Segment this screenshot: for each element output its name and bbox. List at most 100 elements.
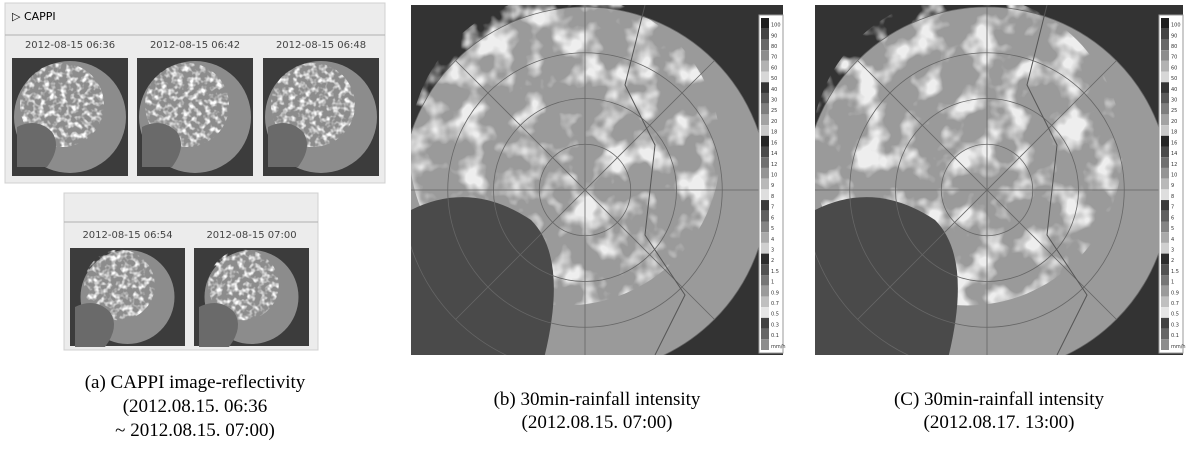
colorbar-label: 10: [1171, 173, 1177, 179]
colorbar-step: [1161, 339, 1169, 350]
colorbar-label: 90: [771, 33, 777, 39]
colorbar-label: 1: [1171, 280, 1174, 286]
colorbar-label: 50: [771, 76, 777, 82]
colorbar-label: 4: [1171, 237, 1174, 243]
colorbar-label: 16: [771, 140, 777, 146]
colorbar-label: 60: [1171, 65, 1177, 71]
colorbar-label: 100: [771, 23, 781, 29]
colorbar-label: 18: [1171, 130, 1177, 136]
colorbar-step: [761, 18, 769, 29]
colorbar-step: [761, 264, 769, 275]
colorbar-step: [1161, 200, 1169, 211]
colorbar-step: [761, 136, 769, 147]
colorbar-step: [761, 104, 769, 115]
colorbar-label: 9: [771, 183, 774, 189]
colorbar-label: 4: [771, 237, 774, 243]
colorbar-step: [761, 307, 769, 318]
colorbar-label: 16: [1171, 140, 1177, 146]
colorbar-label: 12: [1171, 162, 1177, 168]
colorbar-step: [761, 93, 769, 104]
colorbar-step: [1161, 157, 1169, 168]
colorbar-label: 25: [771, 108, 777, 114]
colorbar-step: [1161, 147, 1169, 158]
colorbar-step: [1161, 61, 1169, 72]
timestamp: 2012-08-15 06:48: [276, 40, 366, 51]
timestamp: 2012-08-15 06:54: [82, 230, 172, 241]
colorbar-label: 70: [1171, 55, 1177, 61]
colorbar-step: [761, 147, 769, 158]
colorbar-label: 0.5: [771, 312, 779, 318]
colorbar-step: [761, 275, 769, 286]
colorbar-step: [761, 339, 769, 350]
colorbar-step: [761, 29, 769, 40]
colorbar-label: 10: [771, 173, 777, 179]
colorbar-step: [1161, 72, 1169, 83]
colorbar-label: 18: [771, 130, 777, 136]
colorbar-step: [1161, 104, 1169, 115]
colorbar-step: [1161, 39, 1169, 50]
caption: (2012.08.17. 13:00): [924, 412, 1075, 433]
figure: ▷ CAPPI 2012-08-15 06:36 2012-08-15 06:42…: [0, 0, 1191, 457]
caption: ~ 2012.08.15. 07:00): [115, 420, 275, 441]
colorbar-step: [1161, 296, 1169, 307]
timestamp: 2012-08-15 06:36: [25, 40, 115, 51]
colorbar-label: 0.1: [771, 333, 779, 339]
colorbar-label: 40: [1171, 87, 1177, 93]
colorbar-step: [761, 296, 769, 307]
colorbar-step: [1161, 264, 1169, 275]
colorbar-label: 100: [1171, 23, 1181, 29]
colorbar-label: 7: [1171, 205, 1174, 211]
colorbar-label: 3: [1171, 247, 1174, 253]
colorbar-label: 80: [771, 44, 777, 50]
colorbar-label: 6: [771, 215, 774, 221]
colorbar-label: 40: [771, 87, 777, 93]
colorbar-step: [761, 72, 769, 83]
colorbar-step: [1161, 211, 1169, 222]
colorbar-step: [761, 318, 769, 329]
colorbar-label: 14: [1171, 151, 1177, 157]
colorbar-label: 0.9: [771, 290, 779, 296]
colorbar-step: [761, 286, 769, 297]
colorbar-label: 0.1: [1171, 333, 1179, 339]
colorbar-step: [761, 157, 769, 168]
colorbar-label: 8: [771, 194, 774, 200]
colorbar-label: 2: [771, 258, 774, 264]
colorbar-step: [1161, 286, 1169, 297]
colorbar-label: 0.3: [1171, 322, 1179, 328]
colorbar-step: [1161, 18, 1169, 29]
colorbar-label: 8: [1171, 194, 1174, 200]
colorbar-step: [761, 329, 769, 340]
caption: (2012.08.15. 06:36: [123, 396, 268, 417]
colorbar-step: [1161, 29, 1169, 40]
colorbar-label: 5: [771, 226, 774, 232]
colorbar-step: [761, 39, 769, 50]
colorbar-step: [761, 189, 769, 200]
colorbar-label: 1: [771, 280, 774, 286]
caption: (b) 30min-rainfall intensity: [494, 389, 701, 410]
colorbar-step: [1161, 93, 1169, 104]
colorbar-step: [761, 254, 769, 265]
colorbar-label: 90: [1171, 33, 1177, 39]
colorbar-step: [1161, 189, 1169, 200]
colorbar-step: [1161, 50, 1169, 61]
colorbar-step: [1161, 275, 1169, 286]
caption: (2012.08.15. 07:00): [522, 412, 673, 433]
colorbar-label: 14: [771, 151, 777, 157]
colorbar-step: [761, 82, 769, 93]
timestamp: 2012-08-15 07:00: [206, 230, 296, 241]
colorbar-step: [761, 179, 769, 190]
sea: [411, 197, 554, 370]
colorbar-step: [761, 243, 769, 254]
colorbar-step: [1161, 221, 1169, 232]
colorbar-step: [1161, 125, 1169, 136]
panel-header: ▷ CAPPI: [12, 10, 56, 23]
timestamp: 2012-08-15 06:42: [150, 40, 240, 51]
colorbar-step: [1161, 114, 1169, 125]
colorbar-label: 0.9: [1171, 290, 1179, 296]
colorbar-label: 5: [1171, 226, 1174, 232]
colorbar-label: 0.7: [1171, 301, 1179, 307]
colorbar-label: 60: [771, 65, 777, 71]
colorbar-label: 70: [771, 55, 777, 61]
colorbar-label: 12: [771, 162, 777, 168]
colorbar-label: 20: [771, 119, 777, 125]
